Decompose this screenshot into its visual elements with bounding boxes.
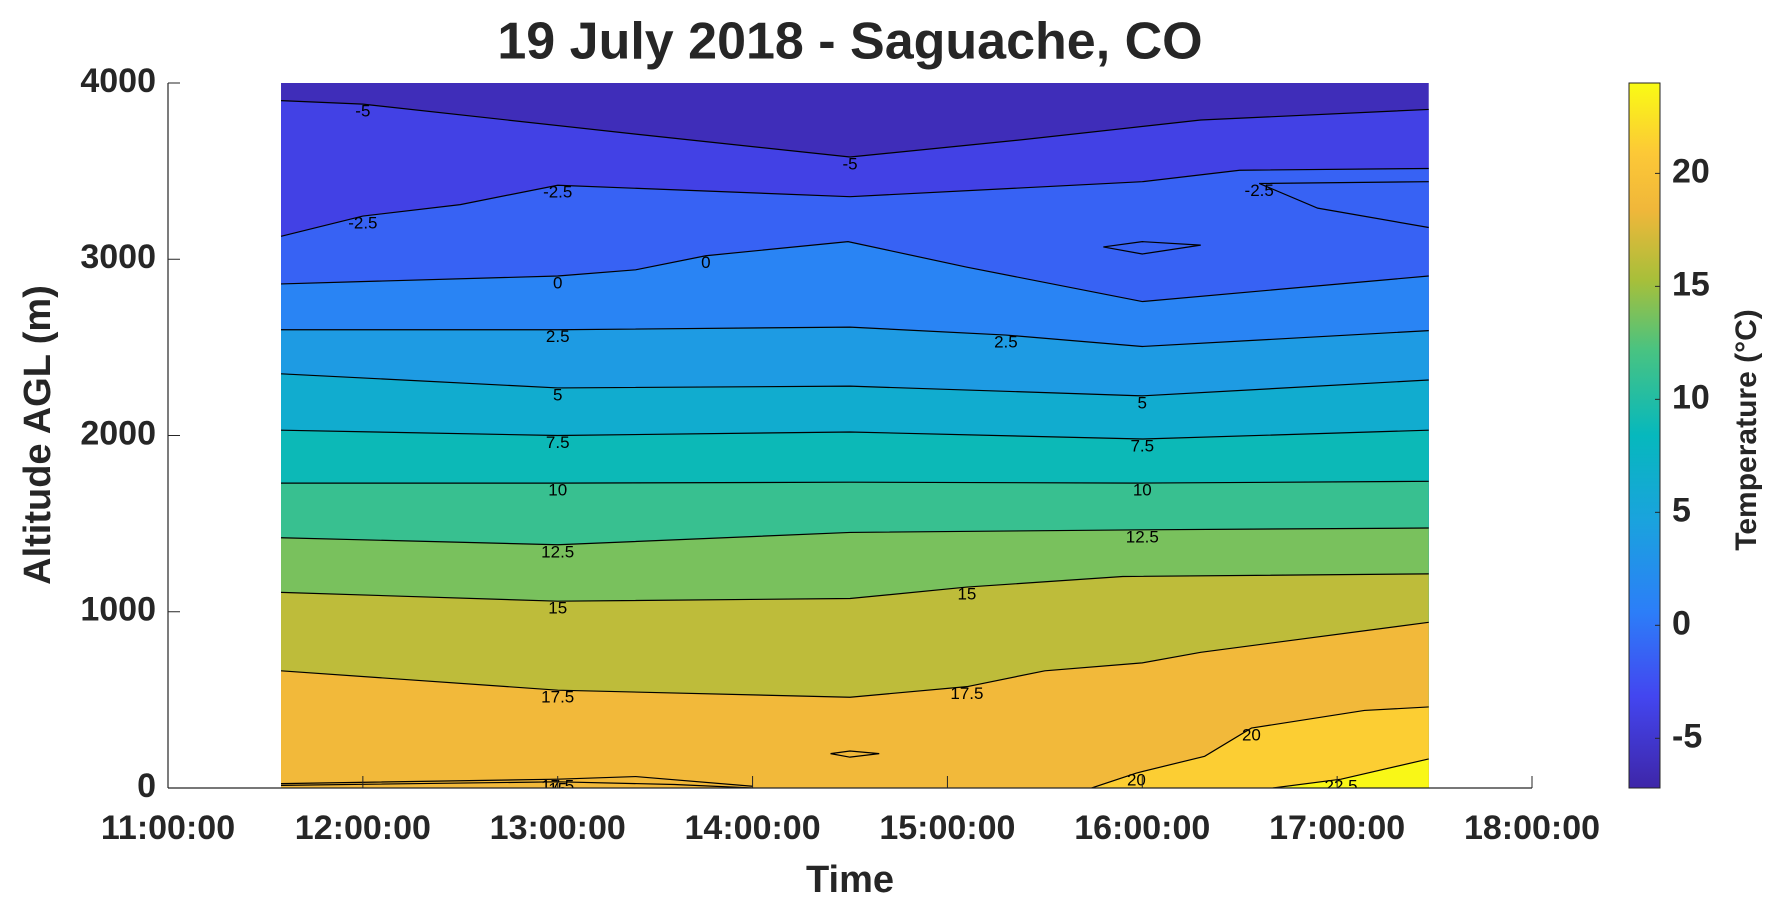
contour-label: -2.5 (1245, 181, 1274, 200)
contour-line (1103, 241, 1201, 255)
colorbar (1628, 82, 1661, 789)
x-tick-label: 14:00:00 (685, 809, 821, 847)
field-band (281, 622, 1429, 788)
x-tick-label: 16:00:00 (1074, 809, 1210, 847)
contour-field: -5 -5 -2.5 -2.5 -2.5 0 0 2.5 2.5 5 5 7.5 7.5 10 10 12.5… (280, 83, 1429, 796)
y-tick-label: 0 (137, 767, 156, 805)
contour-label: 10 (1133, 481, 1152, 500)
contour-line (1091, 706, 1429, 788)
contour-line (281, 527, 1429, 546)
contour-label: 5 (1138, 393, 1147, 412)
contour-label: 0 (701, 253, 710, 272)
contour-label: -2.5 (543, 183, 572, 202)
contour-label: 7.5 (546, 433, 570, 452)
contour-label: 17.5 (950, 684, 983, 703)
contour-label: 20 (1127, 771, 1146, 790)
colorbar-tick-label: 5 (1672, 491, 1691, 529)
y-tick-label: 2000 (80, 414, 156, 452)
x-tick-label: 15:00:00 (879, 809, 1015, 847)
y-tick-label: 3000 (80, 238, 156, 276)
x-tick-label: 18:00:00 (1464, 809, 1600, 847)
contour-line (281, 429, 1429, 440)
field-band (1091, 706, 1429, 788)
contour-line (280, 373, 1429, 397)
contour-label: 5 (553, 385, 562, 404)
contour-line (1258, 181, 1429, 229)
colorbar-tick-label: 15 (1672, 265, 1710, 303)
y-tick-label: 1000 (80, 591, 156, 629)
contour-line (280, 621, 1429, 698)
y-tick-label: 4000 (80, 62, 156, 100)
contour-label: -5 (842, 155, 857, 174)
contour-label: 15 (548, 599, 567, 618)
contour-line (1272, 758, 1429, 788)
contour-label: 12.5 (541, 542, 574, 561)
contour-label: 0 (553, 273, 562, 292)
colorbar-tick-label: -5 (1672, 717, 1702, 755)
field-band (1272, 758, 1429, 788)
x-tick-label: 12:00:00 (295, 809, 431, 847)
contour-line (281, 775, 753, 787)
contour-label: 7.5 (1130, 437, 1154, 456)
colorbar-tick-label: 20 (1672, 152, 1710, 190)
y-axis-label: Altitude AGL (m) (17, 285, 59, 585)
x-axis-label: Time (806, 859, 894, 901)
contour-label: 2.5 (546, 327, 570, 346)
contour-label: 22.5 (1324, 777, 1357, 796)
colorbar-tick-label: 10 (1672, 378, 1710, 416)
contour-line (280, 100, 1429, 158)
contour-label: 10 (548, 481, 567, 500)
contour-line (280, 573, 1429, 602)
contour-line (280, 241, 1429, 303)
contour-label: 2.5 (994, 333, 1018, 352)
x-tick-label: 11:00:00 (101, 809, 235, 847)
contour-label: 12.5 (1126, 527, 1159, 546)
contour-label: 20 (1242, 726, 1261, 745)
contour-label: -5 (355, 102, 370, 121)
contour-label: -2.5 (348, 214, 377, 233)
colorbar-label: Temperature (°C) (1730, 309, 1763, 550)
contour-label: 17.5 (541, 688, 574, 707)
contour-line (830, 750, 880, 758)
contour-line (280, 167, 1429, 237)
contour-label: 15 (957, 585, 976, 604)
x-tick-label: 13:00:00 (490, 809, 626, 847)
colorbar-tick-label: 0 (1672, 604, 1691, 642)
chart-title: 19 July 2018 - Saguache, CO (497, 13, 1202, 71)
contour-line (281, 480, 1429, 484)
contour-line (281, 326, 1429, 348)
x-tick-label: 17:00:00 (1269, 809, 1405, 847)
contour-line (281, 781, 753, 788)
